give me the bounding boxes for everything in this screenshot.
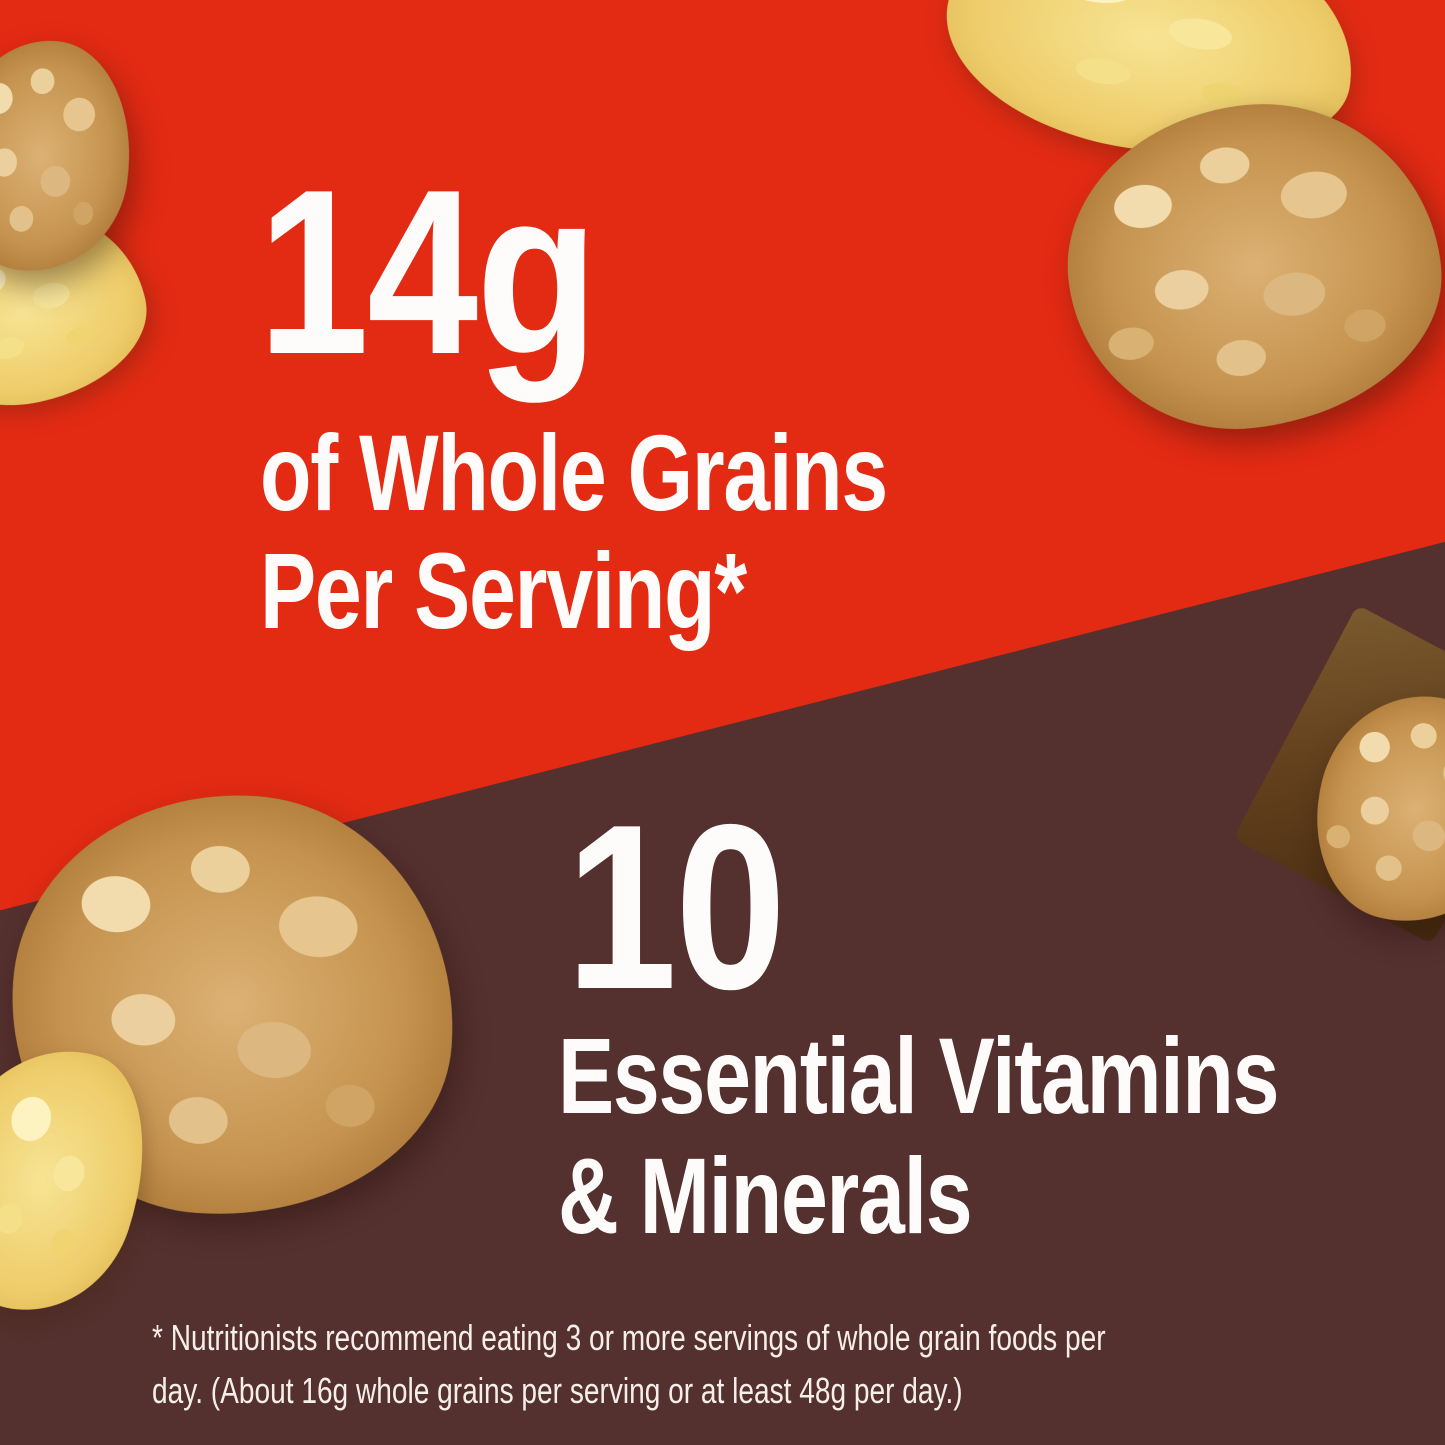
whole-grains-line1: of Whole Grains [260, 412, 888, 533]
vitamins-subhead: Essential Vitamins & Minerals [558, 1015, 1279, 1256]
footnote: * Nutritionists recommend eating 3 or mo… [152, 1311, 1106, 1417]
whole-grains-subhead: of Whole Grains Per Serving* [260, 412, 888, 651]
whole-grains-amount: 14g [258, 140, 598, 403]
footnote-line1: * Nutritionists recommend eating 3 or mo… [152, 1317, 1106, 1358]
vitamins-amount: 10 [566, 775, 786, 1038]
whole-grains-line2: Per Serving* [260, 530, 747, 651]
vitamins-line2: & Minerals [558, 1135, 973, 1256]
vitamins-line1: Essential Vitamins [558, 1015, 1279, 1136]
footnote-line2: day. (About 16g whole grains per serving… [152, 1370, 963, 1411]
